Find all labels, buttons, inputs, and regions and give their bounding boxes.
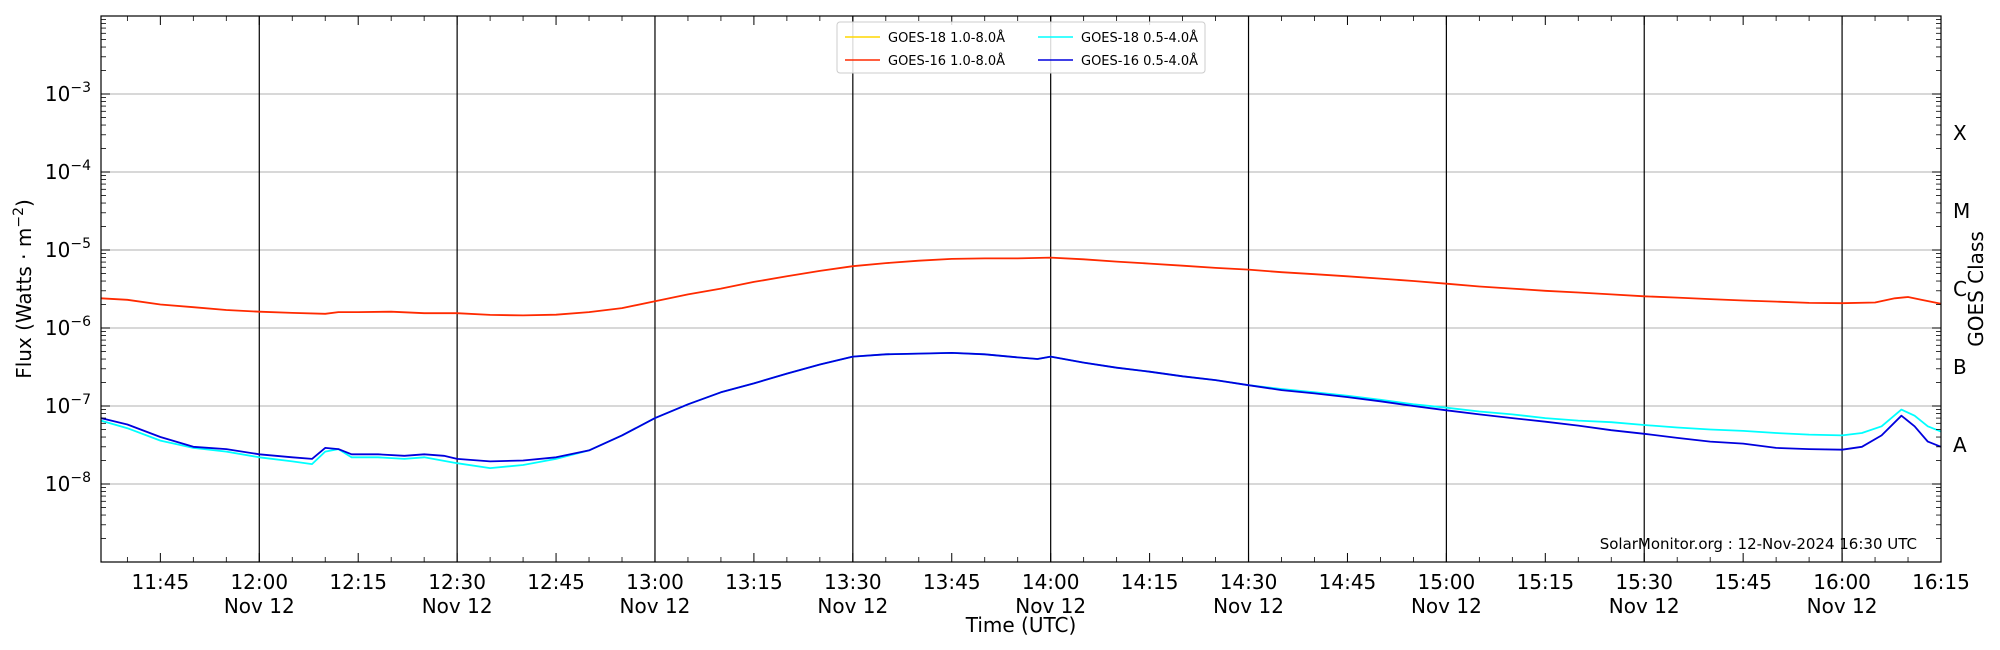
- series-line: [100, 352, 1942, 463]
- goes-class-label: X: [1953, 121, 1967, 145]
- goes-class-axis-title: GOES Class: [1964, 231, 1988, 347]
- y-tick-label: 10−5: [45, 236, 91, 262]
- x-tick-label: 12:00: [230, 570, 288, 594]
- x-tick-label: 14:15: [1121, 570, 1179, 594]
- x-tick-date-label: Nov 12: [1411, 594, 1482, 618]
- x-tick-label: 15:45: [1714, 570, 1772, 594]
- goes-class-label: A: [1953, 433, 1967, 457]
- y-axis-title-exponent: −2: [11, 207, 27, 228]
- series-layer: [100, 256, 1942, 469]
- x-tick-label: 12:15: [329, 570, 387, 594]
- solarmonitor-watermark: SolarMonitor.org : 12-Nov-2024 16:30 UTC: [1600, 535, 1917, 553]
- x-tick-date-label: Nov 12: [224, 594, 295, 618]
- legend-label: GOES-16 0.5-4.0Å: [1081, 53, 1198, 69]
- legend-label: GOES-18 0.5-4.0Å: [1081, 30, 1198, 46]
- legend: GOES-18 1.0-8.0Å GOES-18 0.5-4.0Å GOES-16 …: [836, 21, 1206, 74]
- vertical-lines-layer: [258, 16, 1843, 562]
- y-tick-base: 10: [45, 316, 70, 340]
- x-tick-label: 13:15: [725, 570, 783, 594]
- y-tick-exponent: −3: [70, 80, 91, 96]
- goes-class-label: B: [1953, 355, 1967, 379]
- x-tick-label: 14:30: [1220, 570, 1278, 594]
- x-tick-date-label: Nov 12: [422, 594, 493, 618]
- y-axis-title-main: Flux (Watts · m: [12, 228, 36, 379]
- x-tick-label: 14:00: [1022, 570, 1080, 594]
- x-tick-label: 11:45: [132, 570, 190, 594]
- series-line: [100, 256, 1942, 317]
- x-tick-label: 12:45: [527, 570, 585, 594]
- y-tick-exponent: −4: [70, 158, 91, 174]
- y-tick-label: 10−7: [45, 392, 91, 418]
- y-tick-exponent: −7: [70, 392, 91, 408]
- y-tick-exponent: −5: [70, 236, 91, 252]
- y-tick-base: 10: [45, 394, 70, 418]
- y-tick-base: 10: [45, 160, 70, 184]
- x-tick-label: 15:15: [1516, 570, 1574, 594]
- x-tick-date-label: Nov 12: [1807, 594, 1878, 618]
- y-axis-title-close: ): [12, 199, 36, 207]
- y-tick-base: 10: [45, 472, 70, 496]
- x-tick-label: 16:15: [1912, 570, 1970, 594]
- x-tick-label: 13:45: [923, 570, 981, 594]
- y-tick-base: 10: [45, 82, 70, 106]
- y-tick-label: 10−8: [45, 470, 91, 496]
- grid-layer: [101, 93, 1941, 485]
- tick-layer: [101, 16, 1942, 562]
- x-axis-title: Time (UTC): [965, 613, 1077, 637]
- x-tick-label: 15:00: [1418, 570, 1476, 594]
- x-tick-label: 13:30: [824, 570, 882, 594]
- y-tick-label: 10−6: [45, 314, 91, 340]
- plot-area-frame: [100, 15, 1942, 563]
- x-tick-date-label: Nov 12: [1213, 594, 1284, 618]
- x-tick-date-label: Nov 12: [620, 594, 691, 618]
- x-tick-label: 16:00: [1813, 570, 1871, 594]
- legend-label: GOES-16 1.0-8.0Å: [888, 53, 1005, 69]
- x-tick-date-label: Nov 12: [817, 594, 888, 618]
- y-axis-title: Flux (Watts · m−2): [11, 199, 36, 379]
- y-tick-exponent: −6: [70, 314, 91, 330]
- y-tick-label: 10−3: [45, 80, 91, 106]
- legend-box: [836, 21, 1206, 74]
- legend-label: GOES-18 1.0-8.0Å: [888, 30, 1005, 46]
- goes-class-label: M: [1953, 199, 1970, 223]
- x-tick-label: 13:00: [626, 570, 684, 594]
- y-tick-exponent: −8: [70, 470, 91, 486]
- x-tick-date-label: Nov 12: [1015, 594, 1086, 618]
- x-tick-label: 15:30: [1615, 570, 1673, 594]
- x-tick-label: 14:45: [1319, 570, 1377, 594]
- y-tick-label: 10−4: [45, 158, 91, 184]
- y-tick-base: 10: [45, 238, 70, 262]
- x-tick-label: 12:30: [428, 570, 486, 594]
- goes-class-label: C: [1953, 277, 1967, 301]
- x-tick-date-label: Nov 12: [1609, 594, 1680, 618]
